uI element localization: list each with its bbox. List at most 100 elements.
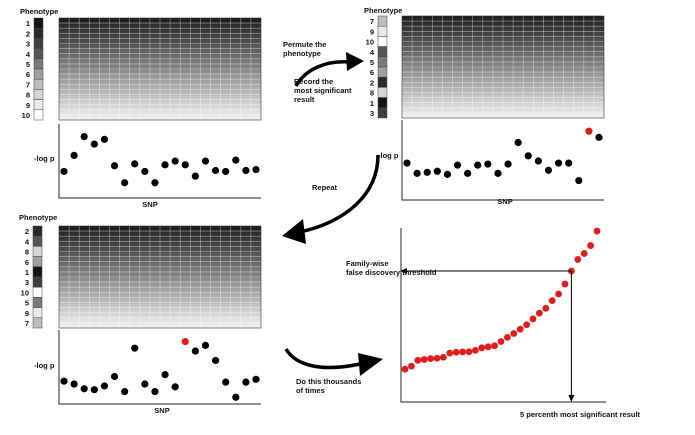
snp-point bbox=[141, 380, 149, 388]
snp-point bbox=[433, 167, 441, 175]
snp-point bbox=[100, 382, 109, 390]
phenotype-value: 7 bbox=[25, 319, 29, 328]
permutation-max-point bbox=[536, 309, 543, 317]
snp-point bbox=[60, 377, 68, 385]
phenotype-cell bbox=[377, 15, 388, 27]
permute-label: Permute the phenotype bbox=[283, 40, 328, 58]
phenotype-value: 2 bbox=[25, 227, 29, 236]
permutation-max-point bbox=[587, 242, 594, 249]
genotype-matrix bbox=[58, 17, 262, 121]
phenotype-cell bbox=[32, 317, 43, 329]
permutation-max-point bbox=[484, 343, 492, 351]
snp-point bbox=[595, 133, 603, 141]
phenotype-value: 10 bbox=[22, 111, 30, 120]
phenotype-value: 6 bbox=[25, 258, 29, 267]
permutation-max-point bbox=[420, 356, 428, 363]
phenotype-cell bbox=[377, 25, 388, 37]
phenotype-cell bbox=[33, 48, 44, 60]
snp-point bbox=[222, 378, 230, 386]
permutation-max-point bbox=[440, 353, 447, 361]
phenotype-value: 7 bbox=[370, 17, 374, 26]
snp-point bbox=[141, 167, 149, 176]
manhattan-plot bbox=[58, 330, 261, 405]
x-axis-label: SNP bbox=[154, 406, 169, 415]
permutation-max-point bbox=[542, 304, 550, 312]
manhattan-plot bbox=[401, 120, 604, 201]
permutation-max-point bbox=[497, 338, 505, 345]
phenotype-cell bbox=[32, 246, 43, 257]
phenotype-value: 4 bbox=[26, 50, 31, 59]
threshold-label-line: false discovery threshold bbox=[346, 268, 437, 277]
x-axis-label: SNP bbox=[497, 197, 512, 206]
result-points bbox=[401, 227, 601, 373]
phenotype-value: 1 bbox=[370, 99, 374, 108]
phenotype-heading: Phenotype bbox=[20, 7, 58, 16]
phenotype-cell bbox=[33, 68, 44, 80]
snp-point bbox=[121, 179, 129, 187]
phenotype-value: 8 bbox=[25, 248, 29, 257]
snp-point bbox=[90, 140, 98, 148]
phenotype-value: 9 bbox=[25, 309, 29, 318]
snp-point bbox=[151, 179, 159, 187]
snp-point bbox=[90, 386, 98, 394]
x-axis-label: SNP bbox=[142, 200, 157, 209]
phenotype-cell bbox=[32, 276, 43, 288]
phenotype-value: 7 bbox=[26, 80, 30, 89]
repeat-label: Repeat bbox=[312, 183, 338, 192]
permutation-max-point bbox=[408, 362, 415, 370]
snp-point bbox=[554, 159, 563, 167]
result-panel: Family-wise false discovery threshold 5 … bbox=[346, 227, 641, 419]
phenotype-value: 9 bbox=[370, 27, 374, 36]
snp-point bbox=[534, 157, 542, 165]
permutation-max-point bbox=[555, 290, 562, 298]
snp-point bbox=[443, 170, 452, 178]
snp-point bbox=[80, 132, 88, 141]
phenotype-value: 3 bbox=[370, 109, 374, 118]
thousands-arrow bbox=[284, 348, 383, 376]
snp-point bbox=[121, 387, 129, 396]
phenotype-cell bbox=[377, 56, 388, 68]
thousands-label-line: of times bbox=[296, 386, 325, 395]
threshold-label: Family-wise false discovery threshold bbox=[346, 259, 437, 277]
phenotype-cell bbox=[33, 78, 44, 90]
phenotype-cell bbox=[377, 46, 388, 58]
plot-axes bbox=[58, 330, 261, 405]
phenotype-cell bbox=[33, 58, 44, 70]
snp-point bbox=[524, 152, 532, 160]
phenotype-cell bbox=[32, 286, 43, 298]
snp-point bbox=[201, 341, 210, 349]
threshold-label-line: Family-wise bbox=[346, 259, 389, 268]
phenotype-value: 1 bbox=[25, 268, 29, 277]
repeat-arrow bbox=[282, 154, 380, 244]
y-axis-label: -log p bbox=[378, 151, 399, 160]
phenotype-heading: Phenotype bbox=[364, 6, 402, 15]
phenotype-value: 3 bbox=[26, 40, 30, 49]
permutation-max-point bbox=[433, 354, 441, 362]
y-axis-label: -log p bbox=[34, 154, 55, 163]
permutation-max-point bbox=[529, 315, 537, 323]
phenotype-value: 9 bbox=[26, 101, 30, 110]
snp-point bbox=[232, 393, 240, 401]
permute-label-line: phenotype bbox=[283, 49, 321, 58]
snp-point bbox=[211, 166, 220, 175]
phenotype-value: 2 bbox=[370, 78, 374, 87]
record-label-line: result bbox=[294, 95, 315, 104]
snp-point bbox=[161, 161, 169, 169]
plot-axes bbox=[401, 120, 604, 201]
phenotype-cell bbox=[33, 89, 44, 100]
permutation-max-point bbox=[478, 344, 486, 352]
snp-point bbox=[242, 166, 250, 175]
snp-point bbox=[171, 157, 179, 165]
record-label: Record the most significant result bbox=[294, 77, 354, 104]
phenotype-cell bbox=[32, 297, 43, 308]
permutation-max-point bbox=[459, 348, 466, 356]
phenotype-cell bbox=[32, 256, 43, 268]
permutation-max-point bbox=[472, 347, 479, 354]
snp-point bbox=[565, 159, 573, 167]
threshold-arrowhead bbox=[400, 268, 407, 275]
snp-point bbox=[131, 160, 139, 168]
